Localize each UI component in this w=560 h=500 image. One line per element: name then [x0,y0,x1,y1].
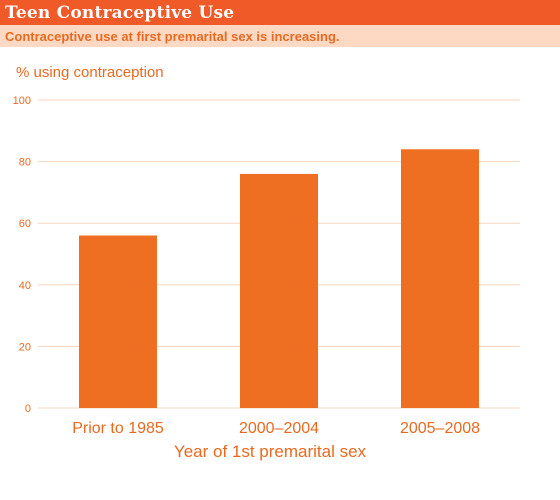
bar-1 [79,235,157,408]
y-tick-label-20: 20 [19,341,31,353]
y-tick-label-40: 40 [19,280,31,292]
bar-3 [401,149,479,408]
y-axis-label: % using contraception [16,64,164,81]
y-tick-label-60: 60 [19,218,31,230]
title-bar: Teen Contraceptive Use [0,0,560,25]
y-tick-label-0: 0 [25,403,31,415]
y-tick-label-80: 80 [19,157,31,169]
bar-2 [240,173,318,408]
x-axis-label: Year of 1st premarital sex [173,442,367,461]
chart-title: Teen Contraceptive Use [5,2,235,23]
subtitle-bar: Contraceptive use at first premarital se… [0,25,560,47]
x-tick-label-3: 2005–2008 [400,420,480,437]
x-tick-label-2: 2000–2004 [239,420,319,437]
y-tick-label-100: 100 [13,95,31,107]
chart-subtitle: Contraceptive use at first premarital se… [5,28,340,44]
x-tick-label-1: Prior to 1985 [72,420,164,437]
